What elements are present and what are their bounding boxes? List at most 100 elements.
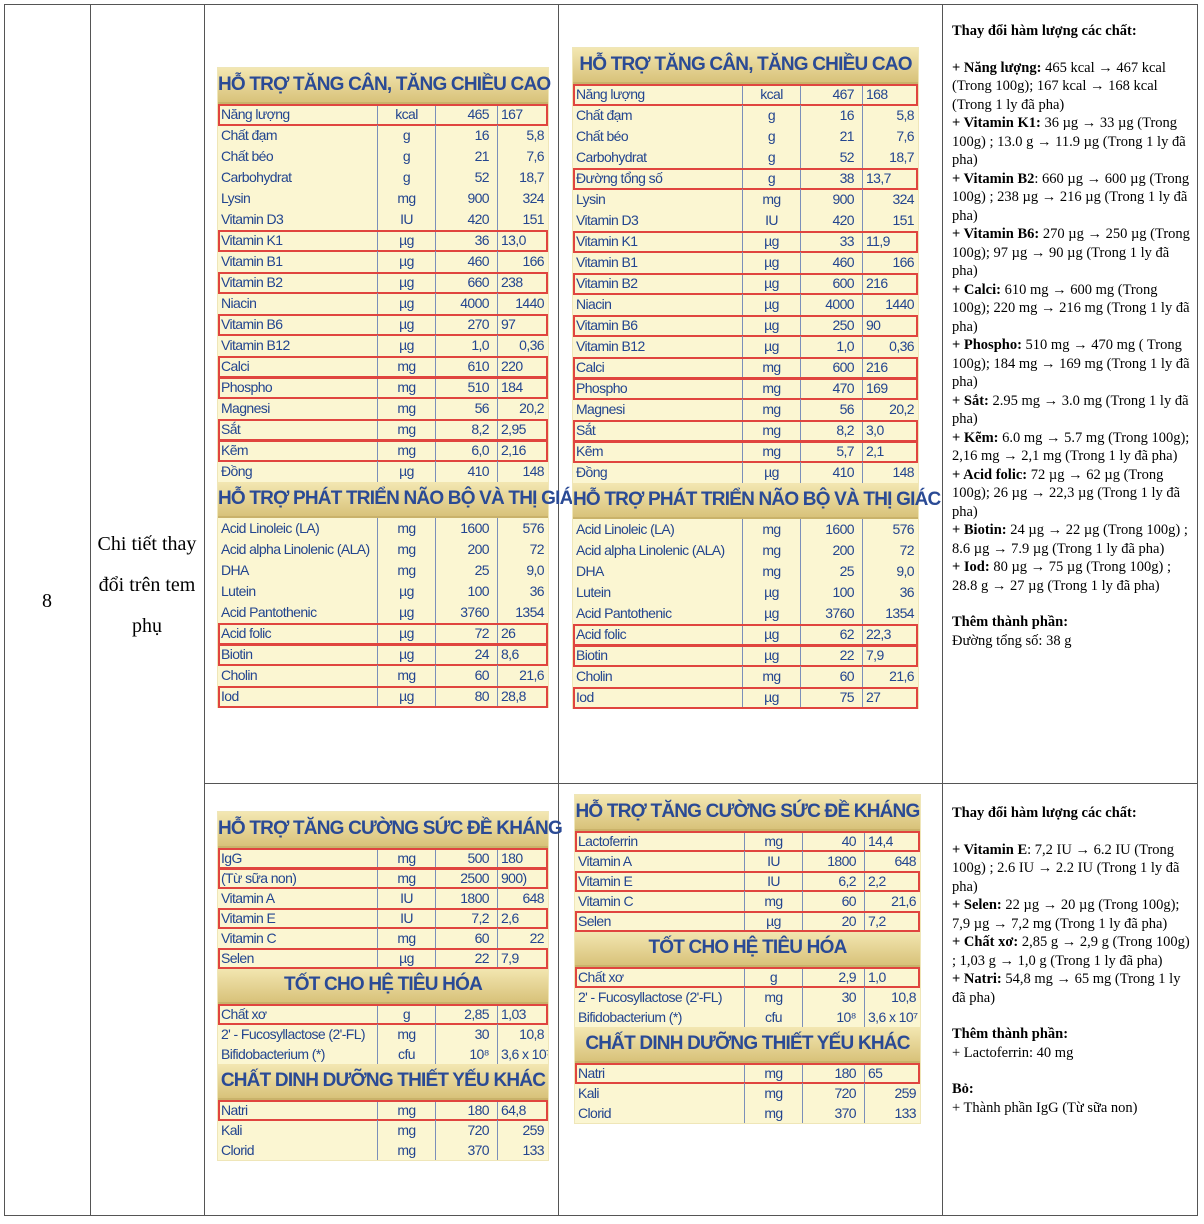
nutrient-cell: 2,1 — [863, 441, 918, 462]
nutrient-cell: Acid Linoleic (LA) — [218, 518, 378, 539]
nutrient-cell: 900) — [498, 868, 548, 888]
nutrient-cell: mg — [745, 891, 803, 911]
nutrient-cell: 133 — [522, 1142, 544, 1158]
border — [942, 4, 943, 1216]
nutrient-cell: Vitamin E — [575, 871, 745, 891]
border — [4, 1215, 1197, 1216]
note-label: + Năng lượng: — [952, 59, 1042, 76]
note-text: 36 µg → 33 µg (Trong 100g) ; 13.0 g → 11… — [952, 115, 1186, 168]
nutrient-row: Selen µg 22 7,9 — [218, 948, 548, 969]
nutrient-cell: µg — [743, 582, 801, 603]
nutrient-cell: 3,6 x 10⁷ — [501, 1046, 548, 1062]
nutrient-cell: 13,0 — [498, 230, 548, 251]
nutrient-cell: µg — [743, 336, 801, 357]
note-label: + Natri: — [952, 971, 1002, 987]
nutrient-cell: Niacin — [573, 294, 743, 315]
nutrient-row: Acid folic µg 62 22,3 — [573, 624, 918, 646]
nutrient-cell: mg — [745, 1083, 803, 1103]
nutrient-row: 2' - Fucosyllactose (2'-FL) mg 30 10,8 — [218, 1024, 548, 1044]
nutrient-cell: 324 — [892, 191, 914, 207]
note-heading: Thay đổi hàm lượng các chất: — [952, 23, 1137, 39]
nutrient-row: Lactoferrin mg 40 14,4 — [575, 831, 920, 852]
nutrient-cell: Biotin — [218, 644, 378, 665]
nutrient-cell: mg — [743, 519, 801, 540]
nutrient-row: Carbohydrat g 52 18,7 — [218, 167, 548, 188]
nutrient-cell: 168 — [863, 84, 918, 105]
note-text: + Thành phần IgG (Từ sữa non) — [952, 1099, 1138, 1116]
section-title: CHẤT DINH DƯỠNG THIẾT YẾU KHÁC — [575, 1027, 920, 1063]
nutrient-cell: 56 — [801, 399, 863, 420]
nutrient-cell: 216 — [863, 273, 918, 294]
nutrient-cell: 2,9 — [803, 967, 865, 987]
nutrient-cell: 1,0 — [436, 335, 498, 356]
nutrient-cell: mg — [378, 1120, 436, 1140]
nutrient-cell: µg — [378, 623, 436, 644]
note-text: 510 mg → 470 mg ( Trong 100g); 184 mg → … — [952, 337, 1190, 390]
nutrient-cell: 22 — [529, 930, 545, 946]
nutrient-cell: 22,3 — [863, 624, 918, 645]
nutrient-cell: µg — [378, 602, 436, 623]
nutrient-cell: 10⁸ — [803, 1007, 865, 1027]
nutrient-cell: 38 — [801, 168, 863, 189]
note-text: + Lactoferrin: 40 mg — [952, 1044, 1074, 1061]
nutrient-cell: kcal — [378, 104, 436, 125]
nutrient-cell: Vitamin B6 — [573, 315, 743, 336]
nutrient-cell: 270 — [436, 314, 498, 335]
nutrient-row: Lysin mg 900 324 — [573, 189, 918, 210]
nutrient-row: 2' - Fucosyllactose (2'-FL) mg 30 10,8 — [575, 987, 920, 1007]
nutrient-cell: 30 — [436, 1024, 498, 1044]
nutrient-cell: 2,95 — [498, 419, 548, 440]
note-text: Đường tổng số: 38 g — [952, 632, 1072, 649]
nutrient-row: Phospho mg 510 184 — [218, 377, 548, 399]
nutrient-cell: 238 — [498, 272, 548, 293]
nutrient-cell: Phospho — [218, 377, 378, 398]
nutrient-cell: 20,2 — [889, 401, 914, 417]
row-label: Chi tiết thay đổi trên tem phụ — [97, 533, 197, 637]
nutrient-cell: mg — [378, 518, 436, 539]
nutrient-cell: 36 — [436, 230, 498, 251]
nutrient-cell: Năng lượng — [573, 84, 743, 105]
nutrient-cell: Vitamin D3 — [573, 210, 743, 231]
nutrient-cell: g — [378, 1004, 436, 1024]
nutrient-cell: 1,0 — [801, 336, 863, 357]
nutrient-cell: Vitamin A — [218, 888, 378, 908]
nutrient-cell: 72 — [529, 541, 545, 557]
note-block: Thêm thành phần: + Lactoferrin: 40 mg — [952, 1025, 1190, 1062]
nutrient-cell: 420 — [801, 210, 863, 231]
nutrient-cell: Vitamin K1 — [218, 230, 378, 251]
nutrition-label: HỖ TRỢ TĂNG CÂN, TĂNG CHIỀU CAO Năng lượn… — [573, 48, 941, 709]
nutrient-cell: mg — [378, 188, 436, 209]
nutrient-cell: µg — [378, 230, 436, 251]
nutrient-cell: µg — [378, 335, 436, 356]
nutrient-cell: 5,8 — [896, 107, 914, 123]
nutrient-cell: 1440 — [515, 295, 544, 311]
nutrient-cell: mg — [743, 420, 801, 441]
nutrient-cell: 2' - Fucosyllactose (2'-FL) — [575, 987, 745, 1007]
nutrient-row: Phospho mg 470 169 — [573, 378, 918, 400]
nutrient-cell: 40 — [803, 831, 865, 851]
nutrient-cell: 13,7 — [863, 168, 918, 189]
nutrient-cell: Biotin — [573, 645, 743, 666]
nutrient-cell: Acid alpha Linolenic (ALA) — [573, 540, 743, 561]
nutrient-cell: 576 — [892, 521, 914, 537]
nutrient-cell: 370 — [803, 1103, 865, 1123]
border — [4, 4, 5, 1216]
nutrient-cell: 220 — [498, 356, 548, 377]
nutrient-cell: 72 — [899, 542, 915, 558]
note-item: + Acid folic: 72 µg → 62 µg (Trong 100g)… — [952, 466, 1190, 522]
nutrient-cell: 460 — [801, 252, 863, 273]
nutrient-cell: Vitamin D3 — [218, 209, 378, 230]
nutrient-cell: 20,2 — [519, 400, 544, 416]
nutrient-cell: 648 — [894, 853, 916, 869]
nutrient-row: Chất béo g 21 7,6 — [573, 126, 918, 147]
nutrient-row: Chất đạm g 16 5,8 — [573, 105, 918, 126]
nutrient-row: Kẽm mg 5,7 2,1 — [573, 441, 918, 463]
nutrient-cell: 6,0 — [436, 440, 498, 461]
nutrient-cell: 410 — [801, 462, 863, 483]
nutrient-cell: Sắt — [218, 419, 378, 440]
section-title: HỖ TRỢ TĂNG CƯỜNG SỨC ĐỀ KHÁNG — [575, 795, 920, 831]
nutrient-cell: 25 — [801, 561, 863, 582]
nutrient-cell: g — [745, 967, 803, 987]
nutrient-cell: 3,0 — [863, 420, 918, 441]
nutrient-cell: 7,2 — [436, 908, 498, 928]
